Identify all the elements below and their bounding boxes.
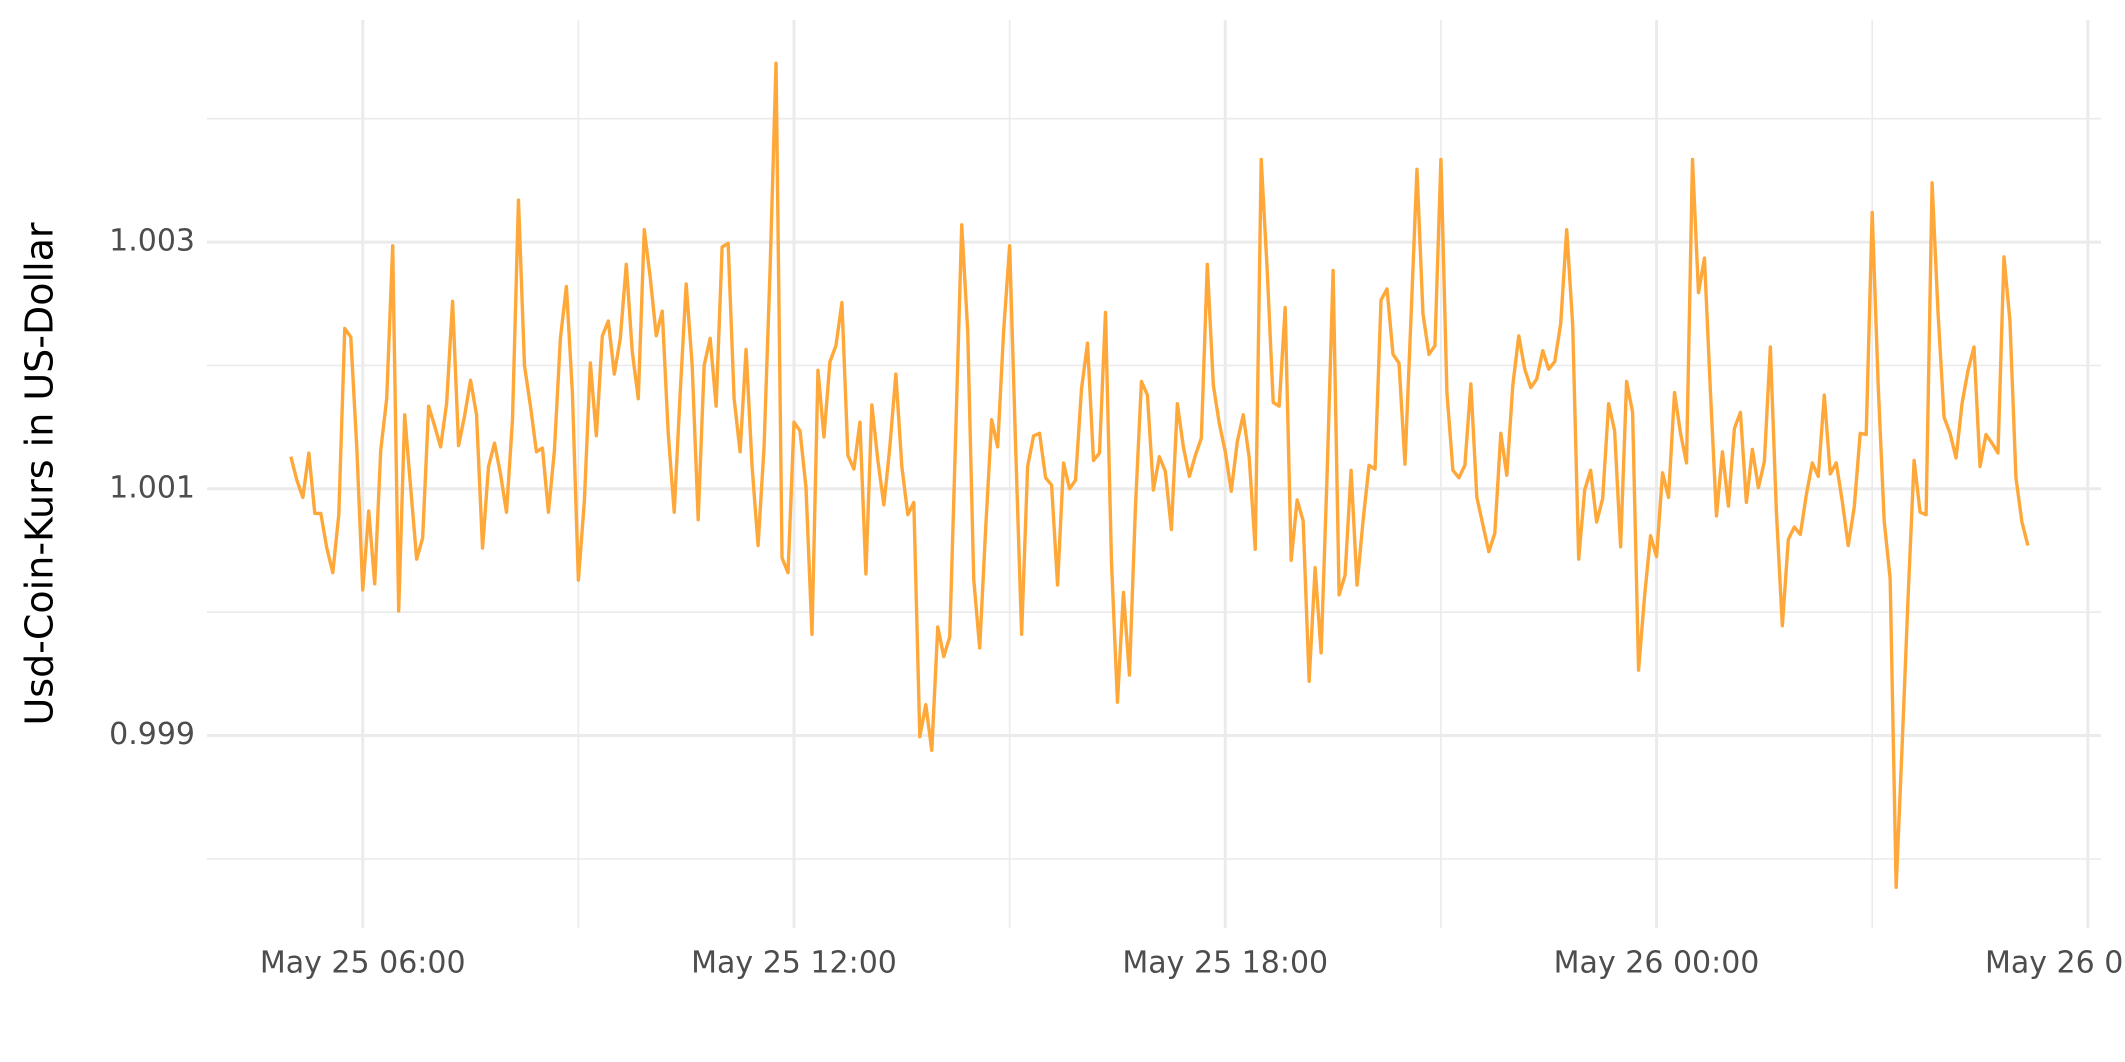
price-line xyxy=(289,61,2030,889)
x-tick-label: May 25 06:00 xyxy=(260,946,466,981)
y-tick-label: 1.003 xyxy=(109,224,195,259)
x-tick-label: May 26 06:00 xyxy=(1985,946,2125,981)
y-tick-label: 1.001 xyxy=(109,470,195,505)
x-tick-label: May 25 18:00 xyxy=(1122,946,1328,981)
y-axis-title: Usd-Coin-Kurs in US-Dollar xyxy=(18,222,62,725)
x-tick-label: May 25 12:00 xyxy=(691,946,897,981)
y-tick-label: 0.999 xyxy=(109,717,195,752)
x-tick-label: May 26 00:00 xyxy=(1554,946,1760,981)
